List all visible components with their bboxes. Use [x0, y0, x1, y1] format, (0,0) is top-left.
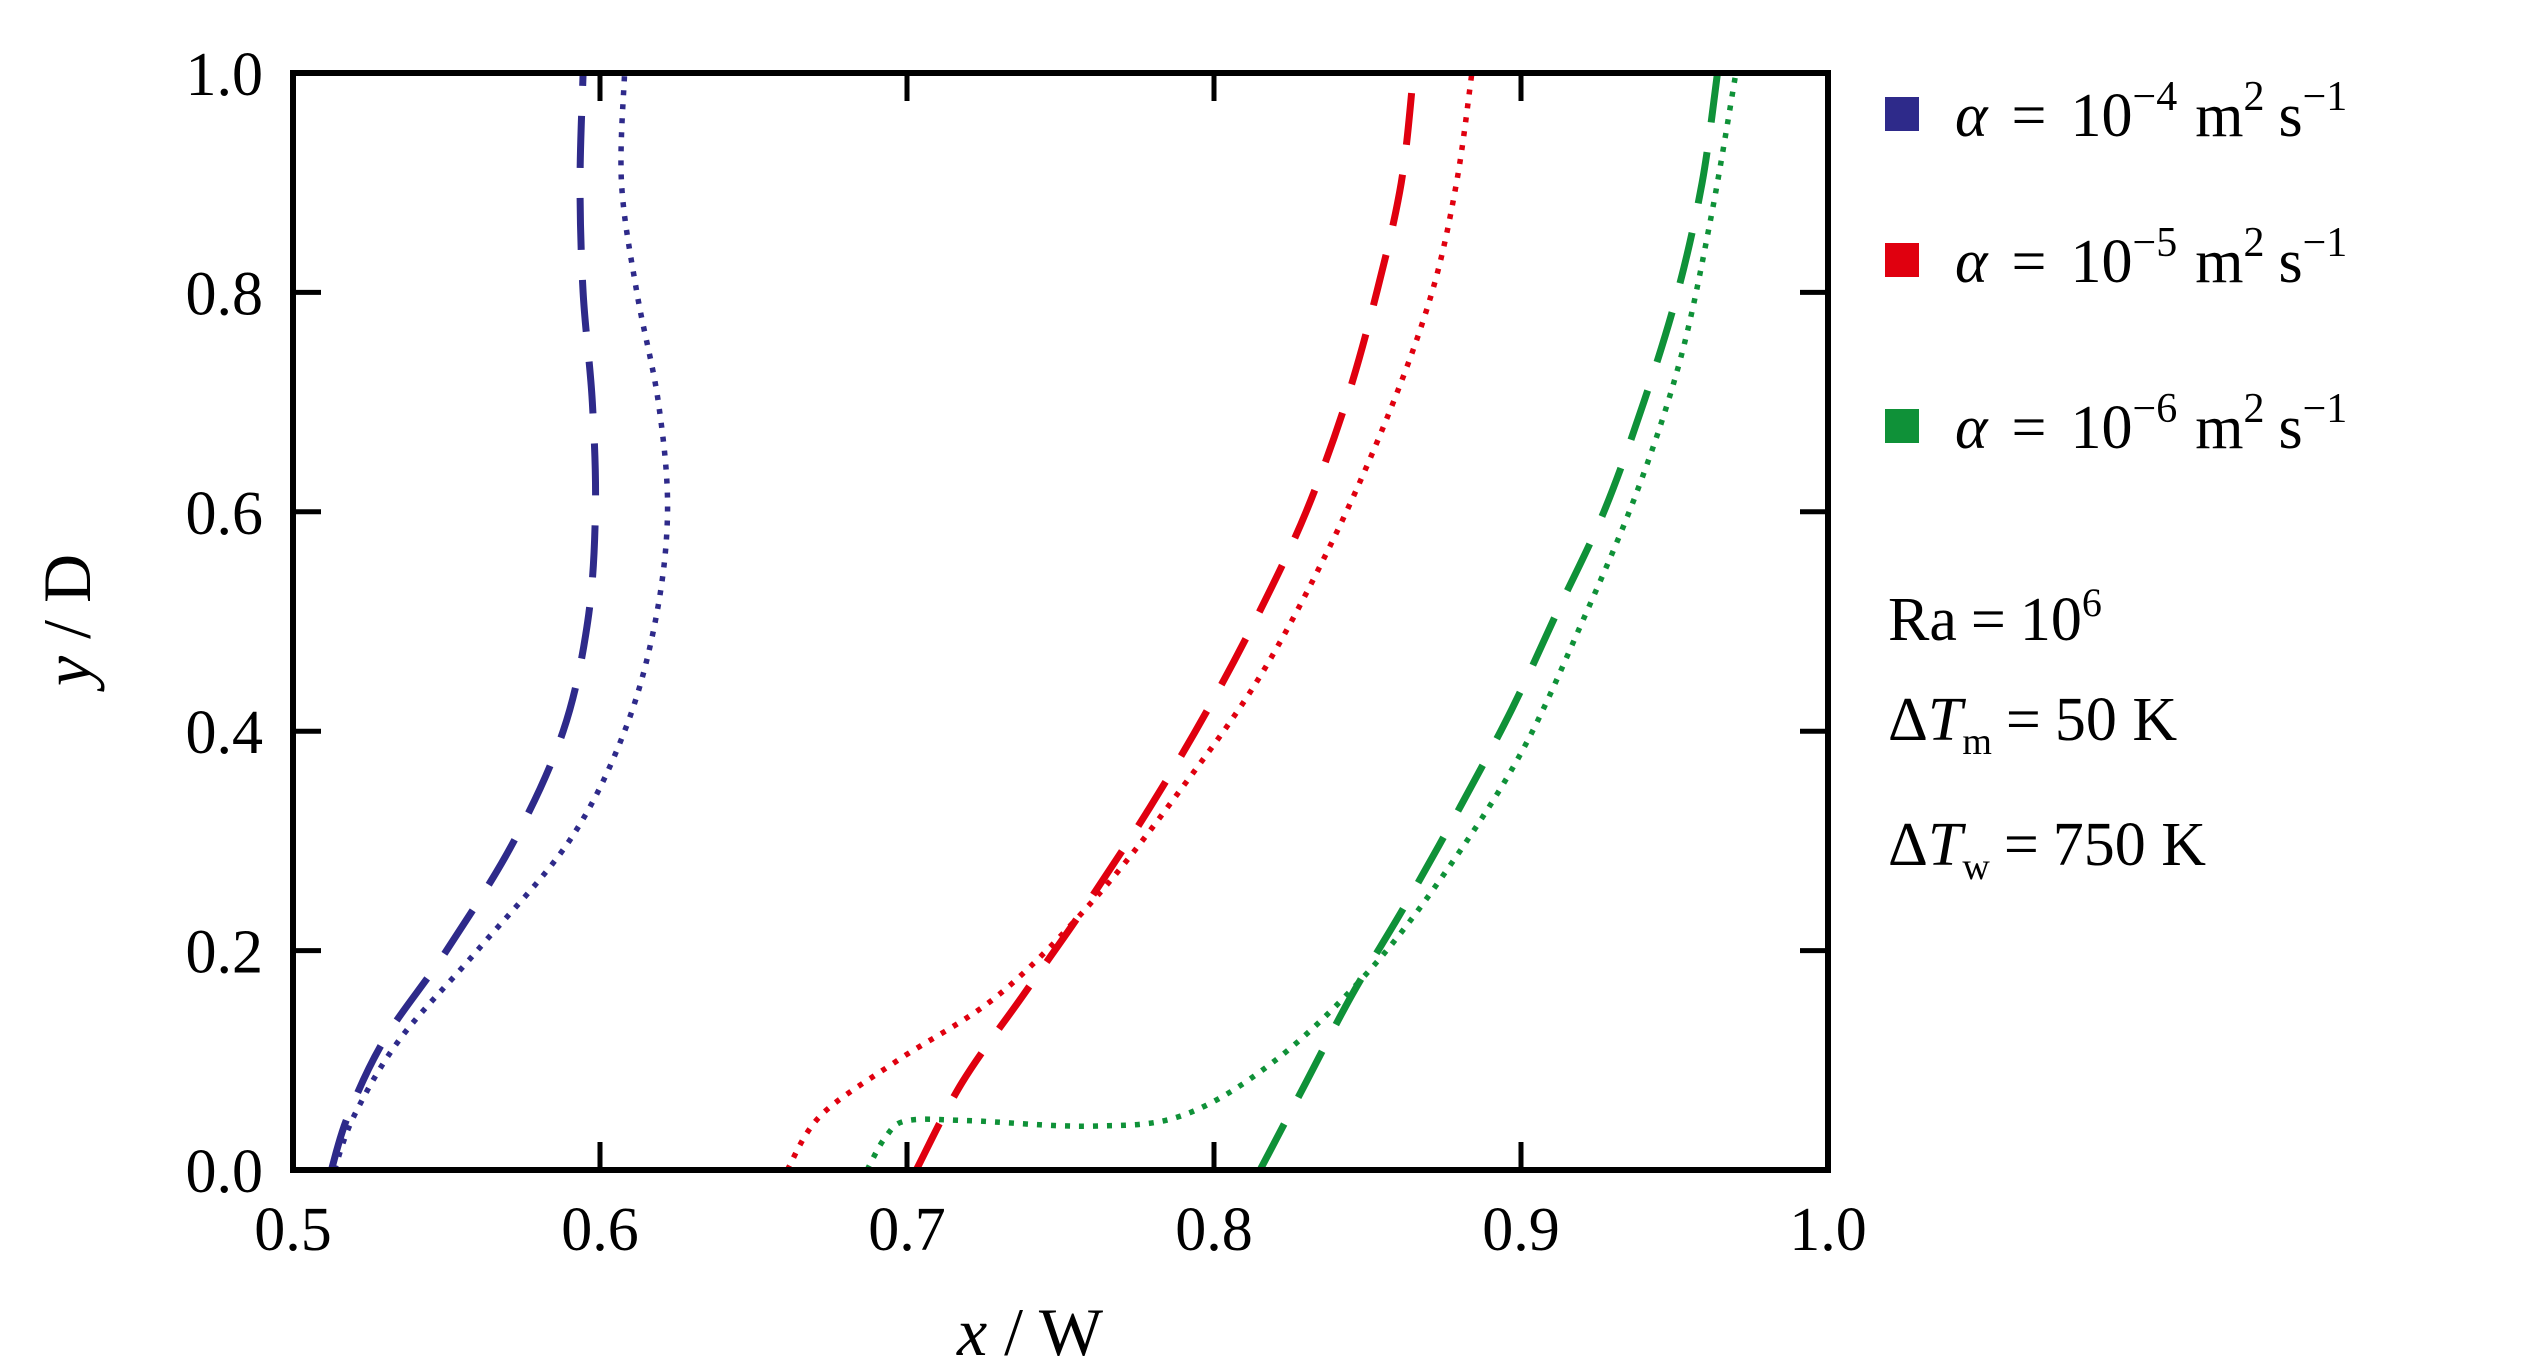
- legend-swatch: [1885, 409, 1919, 443]
- legend-swatch: [1885, 243, 1919, 277]
- legend-label: α = 10−6 m2 s−1: [1955, 386, 2347, 462]
- x-tick-label: 0.7: [868, 1196, 946, 1264]
- series-3-dotted-line: [864, 72, 1739, 1172]
- legend-label: α = 10−5 m2 s−1: [1955, 220, 2347, 296]
- rayleigh-number-label: Ra = 106: [1888, 580, 2102, 654]
- legend-item-alpha-1e-6: α = 10−6 m2 s−1: [1885, 386, 2347, 462]
- y-tick-label: 0.4: [186, 699, 264, 767]
- y-tick-label: 0.2: [186, 919, 264, 987]
- x-tick-label: 0.8: [1175, 1196, 1253, 1264]
- x-tick-label: 0.5: [254, 1196, 332, 1264]
- x-tick-label: 0.6: [561, 1196, 639, 1264]
- delta-t-m-label: ΔTm = 50 K: [1888, 686, 2177, 763]
- legend: α = 10−4 m2 s−1 α = 10−5 m2 s−1 α = 10−6 m2 s−1: [1885, 74, 2347, 462]
- tick-labels: 0.5 0.6 0.7 0.8 0.9 1.0 0.0 0.2 0.4 0.6 0.8 1.0: [186, 41, 1867, 1264]
- x-tick-label: 0.9: [1482, 1196, 1560, 1264]
- y-tick-label: 0.8: [186, 260, 264, 328]
- legend-label: α = 10−4 m2 s−1: [1955, 74, 2347, 150]
- series-1-dashed-line: [328, 72, 600, 1172]
- legend-item-alpha-1e-5: α = 10−5 m2 s−1: [1885, 220, 2347, 296]
- parameter-annotations: Ra = 106 ΔTm = 50 K ΔTw = 750 K: [1888, 580, 2206, 888]
- legend-item-alpha-1e-4: α = 10−4 m2 s−1: [1885, 74, 2347, 150]
- x-axis-title: x / W: [956, 1294, 1104, 1370]
- series-2-dashed-line: [913, 72, 1418, 1172]
- x-tick-label: 1.0: [1789, 1196, 1867, 1264]
- y-axis-title: y / D: [29, 554, 105, 692]
- y-tick-label: 0.6: [186, 480, 264, 548]
- y-tick-label: 0.0: [186, 1138, 264, 1206]
- series-1-dotted-line: [331, 72, 671, 1171]
- delta-t-w-label: ΔTw = 750 K: [1888, 811, 2206, 888]
- y-tick-label: 1.0: [186, 41, 264, 109]
- plot-frame: [290, 70, 1831, 1173]
- series-2-dotted-line: [784, 72, 1475, 1172]
- legend-swatch: [1885, 97, 1919, 131]
- axis-ticks: [290, 70, 1831, 1173]
- series-3-dashed-line: [1256, 72, 1721, 1172]
- plot-lines: [328, 72, 1739, 1172]
